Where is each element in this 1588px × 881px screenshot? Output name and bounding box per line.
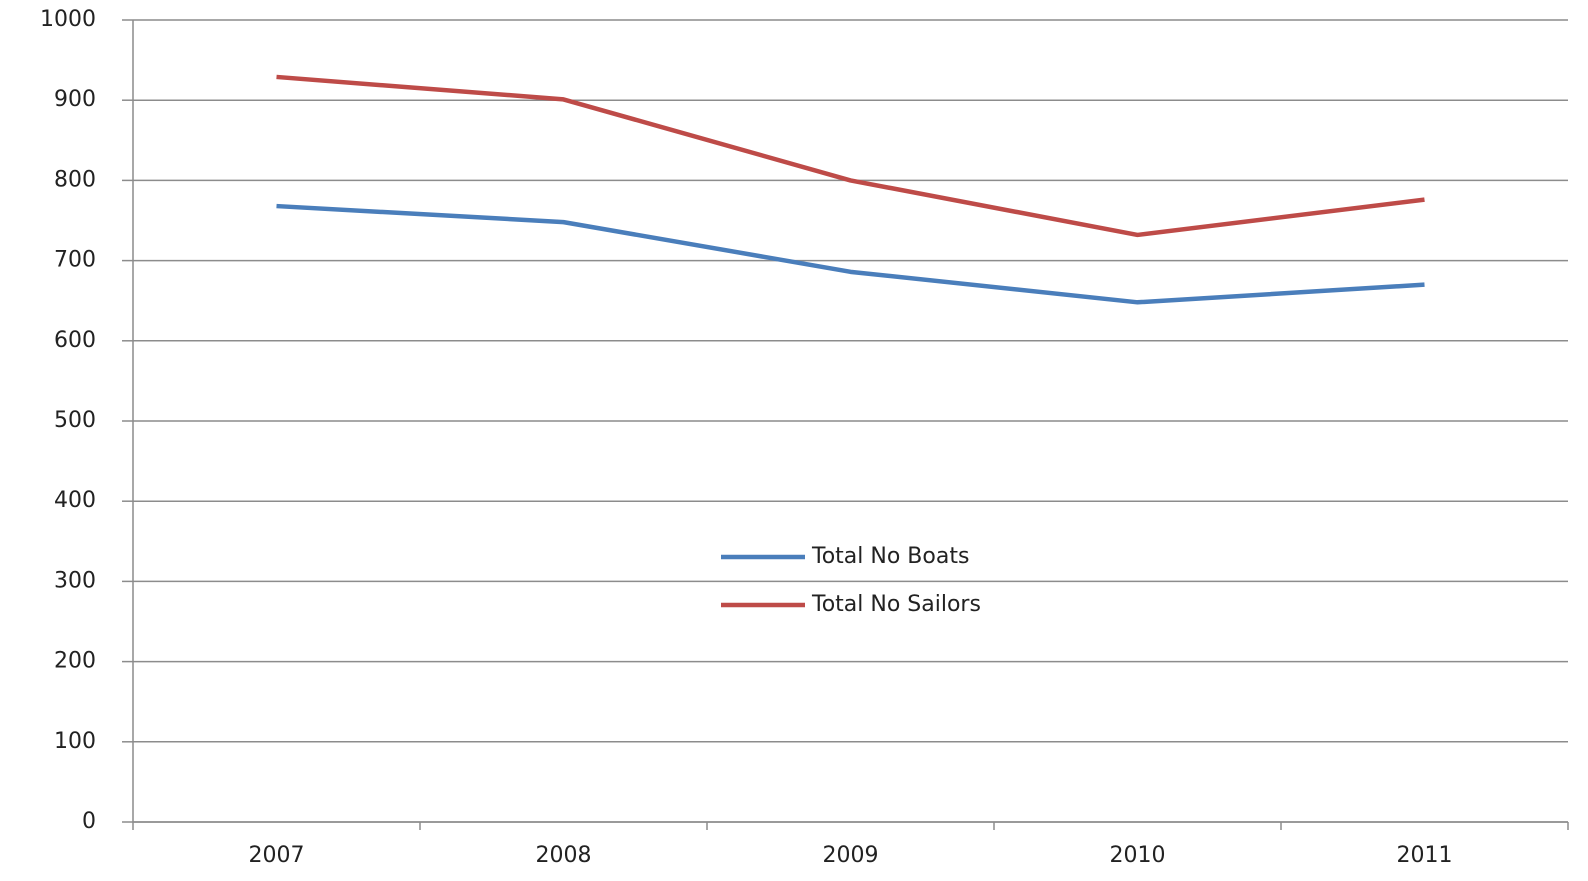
x-tick-label: 2009 — [823, 843, 879, 868]
legend-label: Total No Boats — [811, 544, 969, 569]
series-line — [276, 74, 1425, 238]
y-tick-label: 800 — [54, 167, 96, 192]
y-tick-label: 1000 — [40, 7, 96, 32]
y-tick-label: 700 — [54, 248, 96, 273]
series-line — [276, 203, 1425, 305]
y-tick-label: 500 — [54, 408, 96, 433]
x-tick-label: 2008 — [536, 843, 592, 868]
y-tick-label: 900 — [54, 87, 96, 112]
y-tick-label: 300 — [54, 568, 96, 593]
y-tick-label: 0 — [82, 809, 96, 834]
y-tick-label: 200 — [54, 649, 96, 674]
x-tick-label: 2010 — [1110, 843, 1166, 868]
x-tick-label: 2007 — [249, 843, 305, 868]
x-tick-label: 2011 — [1397, 843, 1453, 868]
y-tick-label: 400 — [54, 488, 96, 513]
y-tick-label: 600 — [54, 328, 96, 353]
legend-label: Total No Sailors — [811, 592, 981, 617]
y-tick-label: 100 — [54, 729, 96, 754]
